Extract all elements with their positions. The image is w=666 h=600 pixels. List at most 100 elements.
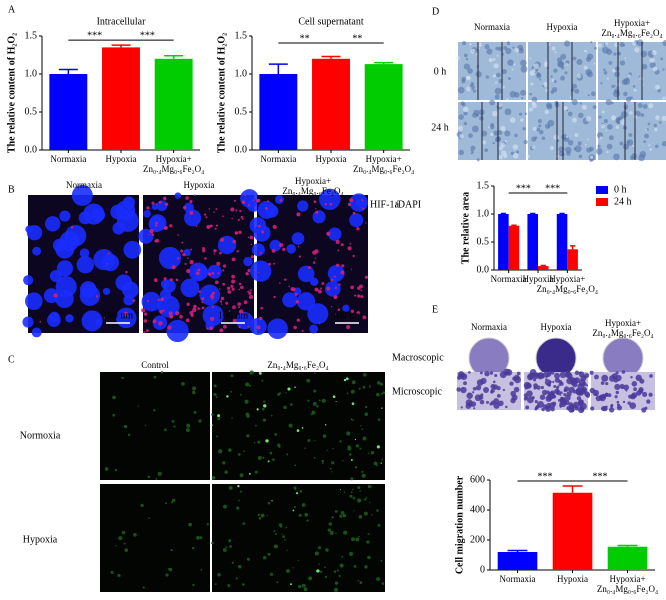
image-speck <box>356 227 360 231</box>
image-speck <box>155 478 158 481</box>
image-speck <box>322 434 327 438</box>
column-label: Normaxia <box>66 180 102 190</box>
image-speck <box>594 392 597 396</box>
image-speck <box>597 43 602 48</box>
image-speck <box>226 395 229 398</box>
image-speck <box>79 248 90 258</box>
image-speck <box>640 113 645 117</box>
image-speck <box>143 331 146 334</box>
row-label: 24 h <box>431 122 449 133</box>
bar <box>556 214 568 270</box>
image-speck <box>364 275 369 279</box>
image-speck <box>364 405 368 409</box>
y-tick-label: 0.0 <box>25 144 38 155</box>
image-speck <box>294 488 297 491</box>
image-speck <box>142 586 145 589</box>
image-speck <box>226 286 231 290</box>
image-speck <box>381 407 383 409</box>
y-axis-label: The relative area <box>460 192 471 264</box>
image-speck <box>183 202 194 213</box>
image-speck <box>163 196 167 200</box>
image-speck <box>210 293 213 296</box>
image-speck <box>514 374 520 381</box>
image-speck <box>470 48 476 54</box>
image-speck <box>362 385 366 389</box>
image-speck <box>479 371 483 375</box>
image-speck <box>565 63 569 67</box>
image-speck <box>331 516 334 519</box>
image-speck <box>192 390 196 395</box>
image-speck <box>533 378 537 382</box>
image-speck <box>156 200 168 212</box>
image-speck <box>465 399 473 407</box>
image-speck <box>349 213 364 228</box>
image-speck <box>623 384 630 391</box>
image-speck <box>478 47 481 50</box>
image-speck <box>71 184 93 206</box>
image-speck <box>263 404 267 408</box>
x-tick-label: Normaxia <box>50 154 87 164</box>
image-speck <box>350 491 353 494</box>
image-speck <box>242 522 246 525</box>
image-speck <box>357 485 361 489</box>
image-speck <box>618 115 624 121</box>
image-speck <box>191 546 195 550</box>
image-speck <box>25 292 43 310</box>
image-speck <box>211 424 213 426</box>
image-speck <box>249 217 266 234</box>
image-speck <box>613 52 617 56</box>
image-speck <box>462 374 466 377</box>
image-speck <box>123 311 129 317</box>
image-speck <box>238 230 242 235</box>
image-speck <box>350 459 353 461</box>
image-speck <box>242 312 245 315</box>
fluorescence-image <box>100 371 210 481</box>
image-speck <box>613 153 620 161</box>
image-speck <box>220 237 225 242</box>
image-speck <box>123 542 126 545</box>
image-speck <box>336 263 340 267</box>
image-speck <box>246 557 250 561</box>
image-speck <box>187 257 189 259</box>
image-speck <box>381 458 383 461</box>
image-speck <box>526 390 533 397</box>
image-speck <box>190 313 194 317</box>
image-speck <box>614 383 621 390</box>
image-speck <box>123 294 135 306</box>
image-speck <box>456 375 462 380</box>
image-speck <box>549 380 552 384</box>
image-speck <box>164 428 167 432</box>
image-speck <box>286 569 290 573</box>
bar <box>364 64 403 150</box>
image-speck <box>237 484 240 488</box>
image-speck <box>600 406 606 412</box>
image-speck <box>498 103 503 108</box>
image-speck <box>360 295 364 299</box>
image-speck <box>352 211 356 215</box>
image-speck <box>532 126 537 132</box>
image-speck <box>567 139 574 146</box>
image-speck <box>492 380 496 384</box>
image-speck <box>470 82 475 86</box>
image-speck <box>239 490 242 493</box>
image-speck <box>184 209 202 227</box>
image-speck <box>492 58 496 61</box>
image-speck <box>563 388 568 393</box>
row-label: Microscopic <box>392 386 443 397</box>
image-speck <box>243 256 253 267</box>
image-speck <box>606 143 613 150</box>
image-speck <box>545 375 549 378</box>
image-speck <box>621 111 628 118</box>
image-speck <box>296 429 300 432</box>
image-speck <box>132 299 136 302</box>
column-label: Zn₀.₄Mg₀.₆Fe₂O₄ <box>267 360 329 370</box>
image-speck <box>219 300 223 303</box>
image-speck <box>599 136 603 140</box>
image-speck <box>463 121 468 126</box>
image-speck <box>240 285 244 290</box>
image-speck <box>313 389 317 393</box>
image-speck <box>540 385 545 390</box>
image-speck <box>123 424 128 429</box>
image-speck <box>528 107 533 112</box>
image-speck <box>31 327 42 338</box>
